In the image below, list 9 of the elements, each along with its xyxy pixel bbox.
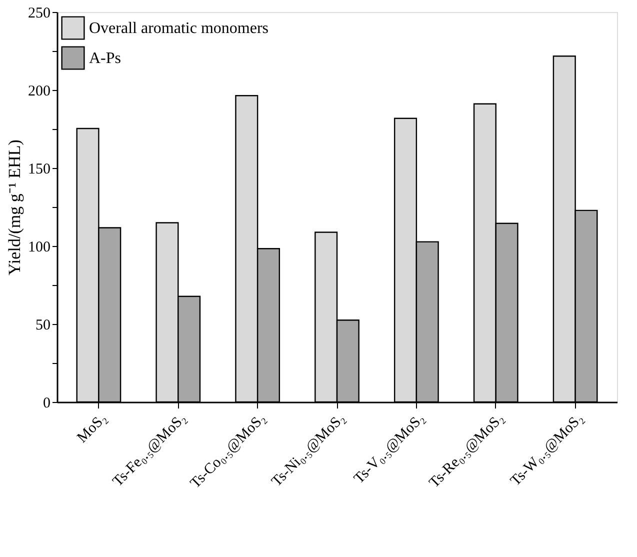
- y-tick-label: 100: [28, 240, 50, 256]
- y-tick-label: 50: [36, 318, 50, 334]
- y-tick-label: 0: [43, 396, 50, 412]
- y-tick-label: 250: [28, 6, 50, 22]
- legend-label: Overall aromatic monomers: [89, 20, 268, 37]
- y-axis-title: Yield/(mg g⁻¹ EHL): [5, 140, 24, 276]
- y-tick-label: 200: [28, 84, 50, 100]
- legend-label: A-Ps: [89, 50, 122, 67]
- y-tick-label: 150: [28, 162, 50, 178]
